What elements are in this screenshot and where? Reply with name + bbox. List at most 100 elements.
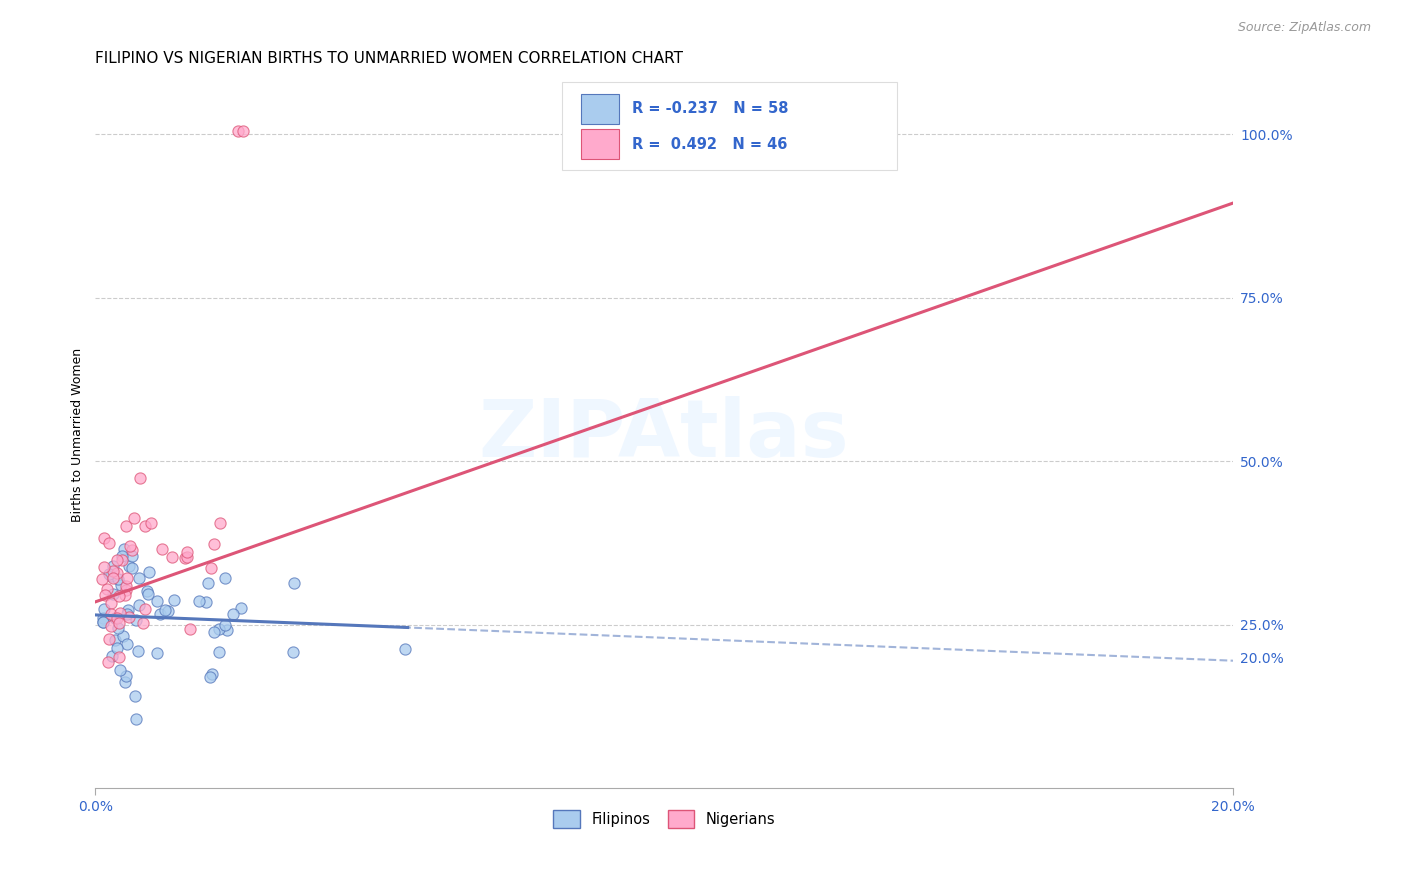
Point — [232, 124, 254, 138]
Point — [91, 572, 114, 586]
Point — [127, 644, 149, 658]
Point — [121, 549, 143, 563]
Point — [124, 689, 146, 703]
Point — [215, 623, 238, 637]
Point — [93, 559, 115, 574]
Point — [132, 616, 155, 631]
Point — [110, 663, 132, 677]
Point — [111, 553, 134, 567]
Point — [197, 576, 219, 591]
Point — [94, 588, 117, 602]
FancyBboxPatch shape — [562, 82, 897, 170]
Point — [101, 571, 124, 585]
Point — [101, 564, 124, 578]
Point — [214, 618, 236, 632]
Point — [118, 559, 141, 574]
Point — [111, 628, 134, 642]
Point — [114, 588, 136, 602]
Point — [114, 518, 136, 533]
Point — [187, 594, 209, 608]
Point — [121, 560, 143, 574]
Point — [179, 622, 201, 636]
Point — [150, 542, 173, 557]
Point — [176, 550, 198, 565]
Point — [125, 613, 148, 627]
Point — [226, 124, 249, 138]
Point — [128, 471, 150, 485]
Point — [121, 542, 143, 557]
Point — [107, 573, 129, 587]
Point — [104, 611, 127, 625]
Point — [114, 675, 136, 690]
Point — [115, 669, 138, 683]
Point — [118, 539, 141, 553]
Point — [115, 607, 138, 621]
Point — [91, 610, 114, 624]
Legend: Filipinos, Nigerians: Filipinos, Nigerians — [547, 805, 780, 834]
Point — [200, 560, 222, 574]
Point — [105, 640, 128, 655]
Point — [134, 519, 156, 533]
Point — [100, 619, 122, 633]
Point — [100, 607, 122, 622]
Point — [115, 583, 138, 598]
Point — [93, 615, 115, 629]
Point — [91, 615, 114, 630]
Point — [100, 596, 122, 610]
Point — [128, 571, 150, 585]
Point — [105, 611, 128, 625]
Point — [125, 712, 148, 726]
Point — [108, 615, 131, 630]
Point — [108, 649, 131, 664]
Point — [163, 593, 186, 607]
Point — [100, 569, 122, 583]
Point — [128, 598, 150, 612]
Point — [96, 582, 118, 596]
Point — [105, 553, 128, 567]
Point — [124, 510, 146, 524]
Point — [108, 589, 131, 603]
Point — [118, 610, 141, 624]
Point — [394, 641, 416, 656]
Point — [93, 531, 115, 545]
Point — [160, 549, 183, 564]
Point — [115, 579, 138, 593]
Point — [200, 670, 222, 684]
Point — [157, 604, 180, 618]
Point — [98, 632, 121, 647]
Bar — [581, 129, 619, 159]
Point — [110, 578, 132, 592]
Point — [281, 645, 304, 659]
Point — [112, 541, 135, 556]
Point — [222, 607, 245, 621]
Point — [139, 516, 162, 530]
Point — [117, 603, 139, 617]
Point — [97, 536, 120, 550]
Point — [136, 586, 159, 600]
Point — [194, 595, 217, 609]
Text: ZIPAtlas: ZIPAtlas — [479, 396, 849, 475]
Point — [136, 583, 159, 598]
Text: Source: ZipAtlas.com: Source: ZipAtlas.com — [1237, 21, 1371, 34]
Point — [208, 645, 231, 659]
Point — [108, 606, 131, 620]
Text: R =  0.492   N = 46: R = 0.492 N = 46 — [633, 136, 787, 152]
Point — [209, 516, 232, 531]
Text: FILIPINO VS NIGERIAN BIRTHS TO UNMARRIED WOMEN CORRELATION CHART: FILIPINO VS NIGERIAN BIRTHS TO UNMARRIED… — [96, 51, 683, 66]
Bar — [581, 95, 619, 124]
Point — [176, 545, 198, 559]
Point — [174, 551, 197, 566]
Point — [115, 637, 138, 651]
Point — [101, 587, 124, 601]
Point — [202, 537, 225, 551]
Point — [214, 570, 236, 584]
Point — [97, 655, 120, 669]
Point — [201, 666, 224, 681]
Point — [153, 603, 176, 617]
Point — [93, 601, 115, 615]
Point — [283, 576, 305, 591]
Point — [115, 571, 138, 585]
Point — [105, 566, 128, 580]
Point — [208, 622, 231, 636]
Point — [149, 607, 172, 622]
